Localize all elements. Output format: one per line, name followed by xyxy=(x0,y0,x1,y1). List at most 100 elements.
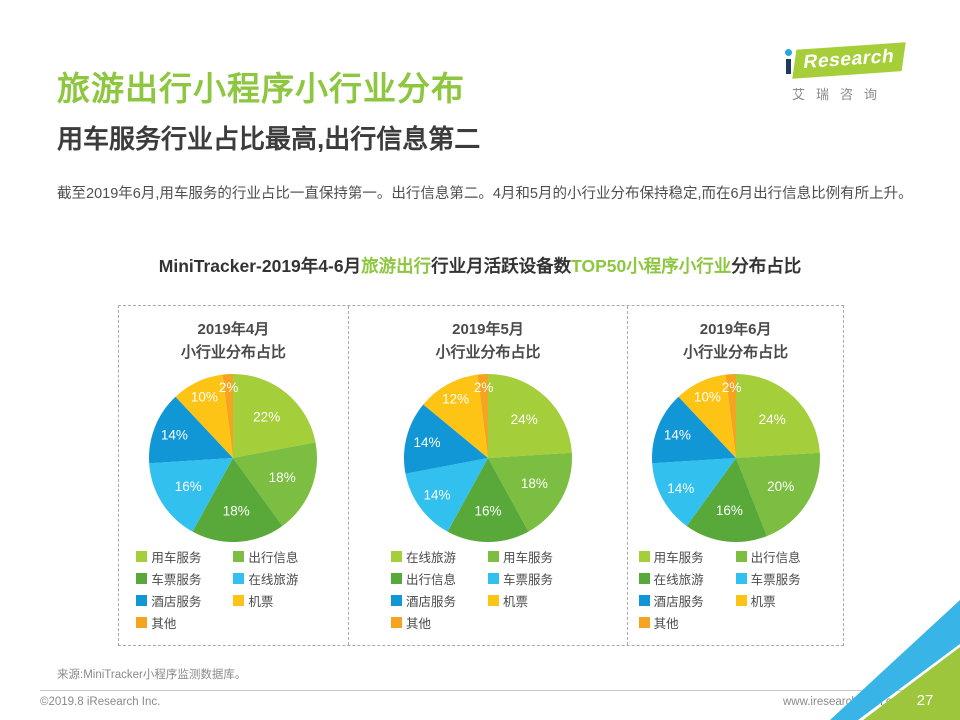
legend-item: 其他 xyxy=(391,613,488,631)
logo-chinese-name: 艾瑞咨询 xyxy=(792,87,889,102)
page-subtitle: 用车服务行业占比最高,出行信息第二 xyxy=(57,123,481,154)
legend-swatch xyxy=(488,550,499,562)
legend-swatch xyxy=(735,550,747,562)
legend-swatch xyxy=(136,594,148,606)
legend-label: 其他 xyxy=(653,616,679,631)
legend-item: 在线旅游 xyxy=(638,569,736,587)
legend-swatch xyxy=(233,550,245,562)
legend-item: 用车服务 xyxy=(136,547,233,565)
pie-slice-机票 xyxy=(175,374,234,458)
pie-chart-june: 24% 20% 16% 14% 14% 10%2% xyxy=(651,374,820,542)
logo-i-stem xyxy=(786,59,791,74)
legend-label: 用车服务 xyxy=(151,550,202,565)
logo-wordmark: Research xyxy=(792,42,906,79)
pie-slice-value: 10% xyxy=(693,390,720,405)
legend-june: 用车服务 出行信息 在线旅游 车票服务 酒店服务 机票 其他 xyxy=(638,547,833,631)
panel-title: 2019年6月 小行业分布占比 xyxy=(683,321,789,361)
pie-slice-value: 18% xyxy=(223,503,250,518)
corner-decoration: 27 xyxy=(830,600,960,720)
legend-swatch xyxy=(391,594,402,606)
pie-slice-在线旅游 xyxy=(149,458,234,532)
legend-label: 机票 xyxy=(248,594,274,609)
legend-swatch xyxy=(391,550,402,562)
legend-label: 出行信息 xyxy=(406,572,457,587)
charts-container: 2019年4月 小行业分布占比 22% 18% 18% 16% 14% 10% 2% 用车服… xyxy=(118,305,844,646)
pie-slice-其他 xyxy=(222,374,234,458)
pie-slice-机票 xyxy=(678,374,736,458)
legend-swatch xyxy=(391,572,402,584)
iresearch-logo-mark: Research xyxy=(785,42,908,79)
pie-slice-出行信息 xyxy=(233,442,318,526)
legend-label: 酒店服务 xyxy=(406,594,457,609)
legend-label: 机票 xyxy=(503,594,529,609)
legend-label: 车票服务 xyxy=(151,572,202,587)
pie-panel-may: 2019年5月 小行业分布占比 24% 18% 16% 14% 14% 12% 2% 在线旅… xyxy=(347,306,627,645)
chart-title-part5: 分布占比 xyxy=(731,256,802,276)
pie-slice-value: 24% xyxy=(758,412,785,427)
pie-slice-value: 2% xyxy=(721,380,741,395)
legend-item: 酒店服务 xyxy=(391,591,488,609)
panel-title: 2019年4月 小行业分布占比 xyxy=(180,321,286,361)
legend-swatch xyxy=(391,616,402,628)
pie-slice-value: 18% xyxy=(269,470,296,485)
chart-title-part1: MiniTracker-2019年4-6月 xyxy=(158,256,362,276)
pie-slice-其他 xyxy=(477,374,488,458)
page-title: 旅游出行小程序小行业分布 xyxy=(57,70,465,108)
pie-slice-机票 xyxy=(423,374,488,458)
legend-label: 用车服务 xyxy=(653,550,704,565)
legend-swatch xyxy=(136,572,148,584)
pie-slice-酒店服务 xyxy=(651,396,736,464)
chart-main-title: MiniTracker-2019年4-6月旅游出行行业月活跃设备数TOP50小程… xyxy=(0,253,960,278)
legend-swatch xyxy=(638,594,650,606)
pie-slice-value: 2% xyxy=(474,380,494,395)
pie-panel-june: 2019年6月 小行业分布占比 24% 20% 16% 14% 14% 10% 2% 用车服… xyxy=(627,306,843,645)
pie-slice-用车服务 xyxy=(488,452,572,532)
legend-swatch xyxy=(735,594,747,606)
legend-item: 在线旅游 xyxy=(233,569,330,587)
legend-item: 在线旅游 xyxy=(391,547,488,565)
legend-swatch xyxy=(233,572,245,584)
pie-slice-value: 10% xyxy=(191,390,218,405)
legend-label: 出行信息 xyxy=(750,550,801,565)
corner-green-triangle xyxy=(863,647,960,720)
legend-label: 其他 xyxy=(151,616,177,631)
panel-title: 2019年5月 小行业分布占比 xyxy=(435,321,541,361)
legend-swatch xyxy=(233,594,245,606)
pie-slice-value: 12% xyxy=(442,392,469,407)
pie-slice-用车服务 xyxy=(735,374,820,458)
legend-swatch xyxy=(638,550,650,562)
chart-title-part4: TOP50小程序小行业 xyxy=(571,256,732,276)
legend-item: 车票服务 xyxy=(136,569,233,587)
pie-slice-车票服务 xyxy=(405,458,488,532)
footer-divider xyxy=(40,690,920,691)
legend-swatch xyxy=(488,594,499,606)
pie-slice-value: 14% xyxy=(663,427,690,442)
legend-label: 酒店服务 xyxy=(653,594,704,609)
legend-swatch xyxy=(735,572,747,584)
legend-item: 用车服务 xyxy=(488,547,585,565)
iresearch-logo: Research 艾瑞咨询 xyxy=(785,42,908,103)
pie-slice-车票服务 xyxy=(651,458,736,526)
corner-blue-triangle xyxy=(830,600,960,720)
pie-panel-april: 2019年4月 小行业分布占比 22% 18% 18% 16% 14% 10% 2% 用车服… xyxy=(119,306,348,645)
intro-paragraph: 截至2019年6月,用车服务的行业占比一直保持第一。出行信息第二。4月和5月的小… xyxy=(57,185,913,202)
legend-may: 在线旅游 用车服务 出行信息 车票服务 酒店服务 机票 其他 xyxy=(391,547,585,631)
legend-label: 在线旅游 xyxy=(653,572,704,587)
legend-item: 机票 xyxy=(735,591,833,609)
pie-slice-酒店服务 xyxy=(404,404,488,474)
pie-slice-出行信息 xyxy=(447,458,529,543)
pie-slice-value: 22% xyxy=(254,410,281,425)
pie-slice-出行信息 xyxy=(735,452,820,537)
legend-item: 出行信息 xyxy=(391,569,488,587)
pie-chart-april: 22% 18% 18% 16% 14% 10%2% xyxy=(149,374,318,543)
pie-slice-value: 18% xyxy=(521,476,548,491)
pie-slice-value: 14% xyxy=(413,435,440,450)
pie-slice-value: 14% xyxy=(667,481,694,496)
legend-label: 机票 xyxy=(750,594,776,609)
legend-item: 出行信息 xyxy=(233,547,330,565)
logo-letter-i-icon xyxy=(785,49,792,74)
pie-slice-value: 14% xyxy=(161,427,188,442)
legend-item: 出行信息 xyxy=(735,547,833,565)
source-note: 来源:MiniTracker小程序监测数据库。 xyxy=(57,669,247,681)
